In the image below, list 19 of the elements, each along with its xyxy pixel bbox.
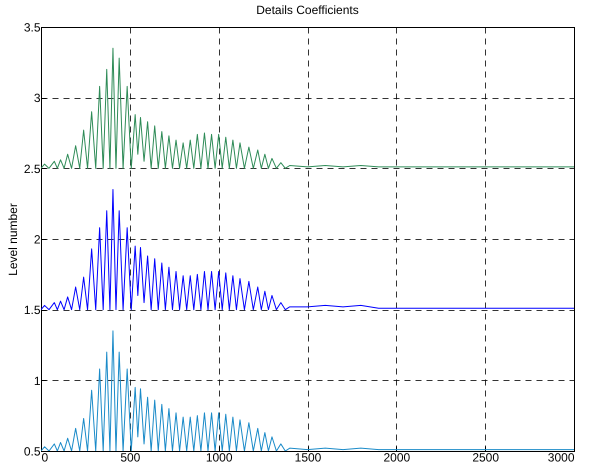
line-series [41,189,574,310]
y-tick-label: 0.5 [24,444,41,458]
x-tick-label: 3000 [548,450,575,464]
y-tick-label: 2.5 [24,162,41,176]
x-tick-label: 0 [42,450,48,464]
x-tick-label: 2500 [472,450,500,464]
y-tick-label: 2 [34,232,41,246]
y-axis-title: Level number [6,203,20,276]
x-tick-label: 1000 [206,450,233,464]
y-tick-label: 3.5 [24,20,41,34]
x-tick-label: 2000 [383,450,411,464]
y-tick-label: 1.5 [24,303,41,318]
y-tick-label: 3 [34,91,41,106]
y-tick-label: 1 [34,374,41,388]
x-tick-label: 1500 [294,450,322,464]
x-tick-label: 500 [120,450,141,464]
line-series [41,330,574,451]
line-series [41,48,574,169]
chart-title: Details Coefficients [256,3,359,17]
